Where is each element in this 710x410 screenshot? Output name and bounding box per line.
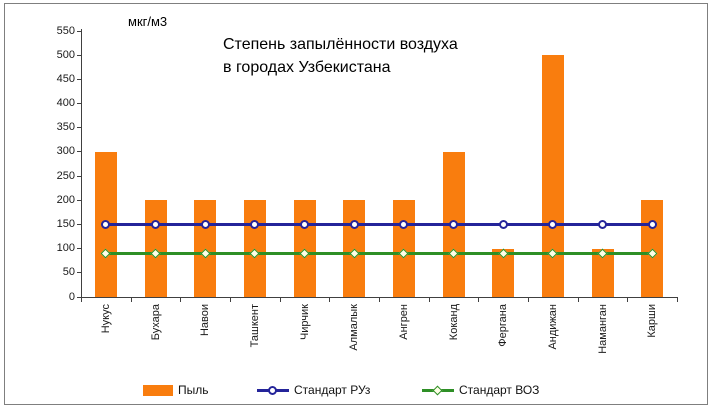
- y-axis-unit-label: мкг/м3: [128, 14, 168, 29]
- x-axis-tick: [230, 298, 231, 302]
- bar-Фергана: [492, 248, 515, 297]
- y-axis-tick: [77, 199, 81, 201]
- x-axis-category-label: Бухара: [149, 304, 162, 341]
- y-axis-tick-label: 150: [56, 217, 75, 230]
- ruz-circle-marker: [151, 219, 160, 229]
- y-axis-tick: [77, 151, 81, 153]
- y-axis-tick: [77, 248, 81, 250]
- x-axis-tick: [627, 298, 629, 302]
- x-axis-tick: [478, 298, 480, 302]
- x-axis-category-label: Чирчик: [298, 304, 311, 341]
- y-axis-tick-label: 350: [56, 121, 75, 134]
- voz-legend-label: Стандарт ВОЗ: [459, 383, 540, 397]
- y-axis-tick: [77, 30, 81, 32]
- ruz-legend-label: Стандарт РУз: [294, 383, 371, 397]
- y-axis-tick-label: 300: [56, 145, 75, 158]
- ruz-circle-marker: [101, 219, 111, 229]
- y-axis-tick: [77, 54, 81, 56]
- x-axis-line: [81, 297, 678, 298]
- y-axis-tick: [77, 296, 81, 298]
- x-axis-category-label: Ангрен: [397, 304, 410, 340]
- legend: Пыль Стандарт РУз Стандарт ВОЗ: [5, 381, 707, 399]
- x-axis-tick: [379, 298, 380, 302]
- y-axis-tick-label: 400: [56, 97, 75, 110]
- y-axis-tick: [77, 272, 81, 274]
- chart-title-line-1: Степень запылённости воздуха: [223, 36, 458, 53]
- y-axis-tick-label: 50: [62, 266, 75, 279]
- ruz-legend-marker: [257, 385, 289, 396]
- legend-item-voz-standard: Стандарт ВОЗ: [422, 381, 539, 399]
- ruz-standard-line: [105, 222, 653, 226]
- y-axis-tick: [77, 78, 81, 80]
- y-axis-tick: [77, 223, 81, 225]
- x-axis-tick: [81, 298, 82, 302]
- ruz-circle-marker: [548, 219, 558, 229]
- y-axis-tick: [77, 103, 81, 105]
- y-axis-tick-label: 250: [56, 169, 75, 182]
- dust-legend-swatch: [143, 384, 173, 396]
- legend-item-dust: Пыль: [143, 381, 209, 399]
- x-axis-category-label: Фергана: [497, 304, 510, 347]
- ruz-circle-marker: [300, 219, 309, 229]
- x-axis-category-label: Андижан: [546, 304, 559, 350]
- ruz-circle-marker: [449, 219, 458, 229]
- ruz-circle-marker: [647, 219, 657, 229]
- y-axis-tick-label: 0: [68, 290, 75, 303]
- x-axis-tick: [329, 298, 331, 302]
- x-axis-category-label: Алмалык: [348, 304, 361, 351]
- y-axis-tick-label: 100: [56, 242, 75, 255]
- x-axis-tick: [577, 298, 579, 302]
- y-axis-line: [81, 29, 82, 298]
- chart-title-line-2: в городах Узбекистана: [223, 59, 391, 76]
- bar-Наманган: [591, 248, 614, 297]
- chart-title: Степень запылённости воздуха в городах Уз…: [223, 33, 458, 79]
- bar-Андижан: [541, 55, 564, 297]
- y-axis-tick-label: 500: [56, 48, 75, 61]
- x-axis-category-label: Наманган: [596, 304, 609, 354]
- x-axis-category-label: Карши: [646, 304, 659, 338]
- voz-standard-line: [105, 251, 653, 255]
- x-axis-tick: [130, 298, 132, 302]
- x-axis-category-label: Навои: [199, 304, 212, 337]
- dust-legend-label: Пыль: [178, 383, 209, 397]
- ruz-circle-marker: [399, 219, 409, 229]
- y-axis-tick-label: 550: [56, 24, 75, 37]
- ruz-circle-marker: [498, 219, 508, 229]
- ruz-circle-marker: [598, 219, 607, 229]
- x-axis-category-label: Коканд: [447, 304, 460, 341]
- y-axis-tick: [77, 175, 81, 177]
- voz-legend-marker: [422, 385, 454, 396]
- x-axis-category-label: Нукус: [99, 304, 112, 334]
- x-axis-tick: [677, 298, 678, 302]
- ruz-circle-marker: [250, 219, 260, 229]
- y-axis-tick-label: 450: [56, 72, 75, 85]
- y-axis-tick-label: 200: [56, 193, 75, 206]
- x-axis-tick: [279, 298, 281, 302]
- ruz-circle-marker: [200, 219, 210, 229]
- ruz-circle-marker: [349, 219, 359, 229]
- x-axis-tick: [528, 298, 529, 302]
- x-axis-category-label: Ташкент: [248, 304, 261, 348]
- legend-item-ruz-standard: Стандарт РУз: [257, 381, 370, 399]
- chart-frame: мкг/м3 Степень запылённости воздуха в гор…: [4, 3, 708, 405]
- x-axis-tick: [180, 298, 182, 302]
- x-axis-tick: [428, 298, 430, 302]
- y-axis-tick: [77, 127, 81, 129]
